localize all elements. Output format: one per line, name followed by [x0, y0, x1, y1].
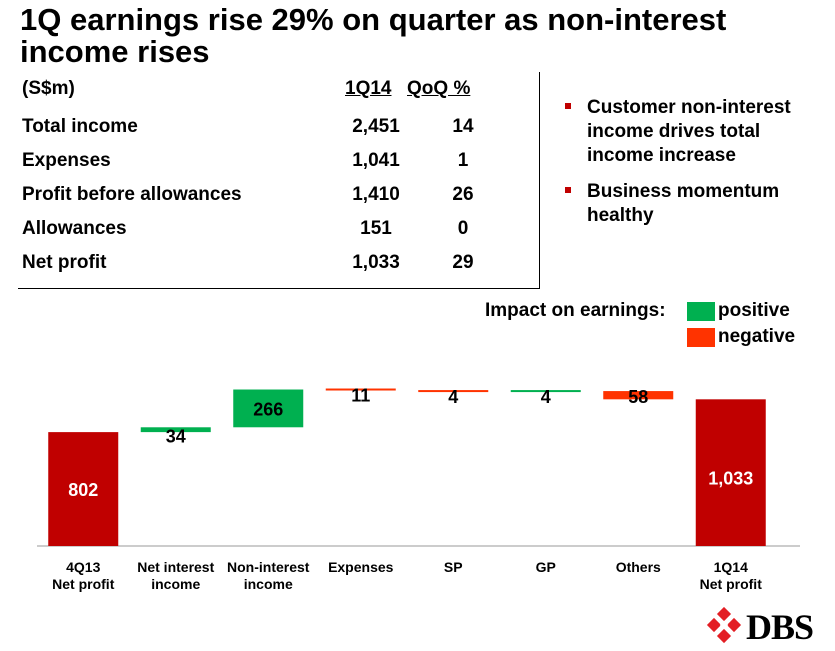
legend-positive-label: positive — [718, 300, 790, 321]
row-qoq-value: 14 — [452, 116, 474, 137]
data-label-4: 4 — [448, 387, 458, 407]
data-label-2: 266 — [253, 399, 283, 419]
bar-2 — [233, 389, 304, 428]
dbs-logo-text: DBS — [746, 607, 814, 647]
category-label-4-0: SP — [444, 559, 463, 575]
legend-positive-swatch — [687, 302, 715, 321]
horizontal-divider — [18, 288, 540, 289]
data-label-3: 11 — [351, 386, 370, 406]
category-label-1-0: Net interest — [137, 559, 214, 575]
bullet-square-icon — [565, 187, 571, 193]
row-1q14-value: 1,033 — [352, 252, 400, 273]
key-points-list: Customer non-interest income drives tota… — [565, 96, 830, 240]
row-qoq-value: 29 — [452, 252, 474, 273]
row-qoq-value: 0 — [457, 218, 469, 239]
category-label-1-1: income — [151, 576, 200, 592]
row-qoq-value: 26 — [452, 184, 474, 205]
table-header-row: (S$m) 1Q14 QoQ % — [22, 78, 519, 110]
category-label-0-0: 4Q13 — [66, 559, 100, 575]
data-label-0: 802 — [68, 480, 98, 500]
vertical-divider — [539, 72, 540, 288]
category-label-5-0: GP — [536, 559, 556, 575]
legend-negative-label: negative — [718, 326, 796, 347]
table-row: Profit before allowances 1,410 26 — [22, 178, 519, 212]
table-row: Expenses 1,041 1 — [22, 144, 519, 178]
slide-title: 1Q earnings rise 29% on quarter as non-i… — [20, 4, 820, 68]
row-label: Profit before allowances — [22, 184, 242, 205]
row-label: Allowances — [22, 218, 127, 239]
data-label-5: 4 — [541, 387, 551, 407]
category-label-7-0: 1Q14 — [714, 559, 748, 575]
header-units: (S$m) — [22, 78, 75, 99]
data-label-7: 1,033 — [708, 468, 753, 488]
bullet-text: Customer non-interest income drives tota… — [587, 97, 791, 166]
table-row: Allowances 151 0 — [22, 212, 519, 246]
bullet-item: Customer non-interest income drives tota… — [565, 96, 830, 168]
bullet-square-icon — [565, 103, 571, 109]
header-qoq: QoQ % — [407, 78, 471, 99]
category-label-3-0: Expenses — [328, 559, 394, 575]
bar-3 — [325, 388, 396, 391]
financial-summary-table: (S$m) 1Q14 QoQ % Total income 2,451 14 E… — [22, 78, 519, 280]
category-label-2-1: income — [244, 576, 293, 592]
table-row: Total income 2,451 14 — [22, 110, 519, 144]
row-1q14-value: 1,041 — [352, 150, 400, 171]
bar-7 — [695, 399, 766, 546]
row-1q14-value: 151 — [360, 218, 392, 239]
bar-5 — [510, 390, 581, 393]
bar-1 — [140, 427, 211, 433]
bullet-text: Business momentum healthy — [587, 181, 780, 226]
title-line-2: income rises — [20, 34, 210, 69]
category-label-6-0: Others — [616, 559, 661, 575]
row-label: Expenses — [22, 150, 111, 171]
table-row: Net profit 1,033 29 — [22, 246, 519, 280]
legend-title: Impact on earnings: — [485, 300, 666, 321]
header-1q14: 1Q14 — [345, 78, 392, 99]
legend-negative-swatch — [687, 328, 715, 347]
data-label-6: 58 — [628, 387, 648, 407]
row-label: Net profit — [22, 252, 107, 273]
dbs-logo-icon — [706, 607, 742, 644]
category-label-0-1: Net profit — [52, 576, 115, 592]
category-label-2-0: Non-interest — [227, 559, 310, 575]
bar-0 — [48, 432, 119, 546]
bullet-item: Business momentum healthy — [565, 180, 830, 228]
row-1q14-value: 1,410 — [352, 184, 400, 205]
title-line-1: 1Q earnings rise 29% on quarter as non-i… — [20, 2, 727, 37]
bar-4 — [418, 390, 489, 393]
data-label-1: 34 — [166, 426, 186, 446]
row-1q14-value: 2,451 — [352, 116, 400, 137]
category-label-7-1: Net profit — [700, 576, 763, 592]
row-label: Total income — [22, 116, 138, 137]
bar-6 — [603, 391, 674, 400]
row-qoq-value: 1 — [457, 150, 469, 171]
